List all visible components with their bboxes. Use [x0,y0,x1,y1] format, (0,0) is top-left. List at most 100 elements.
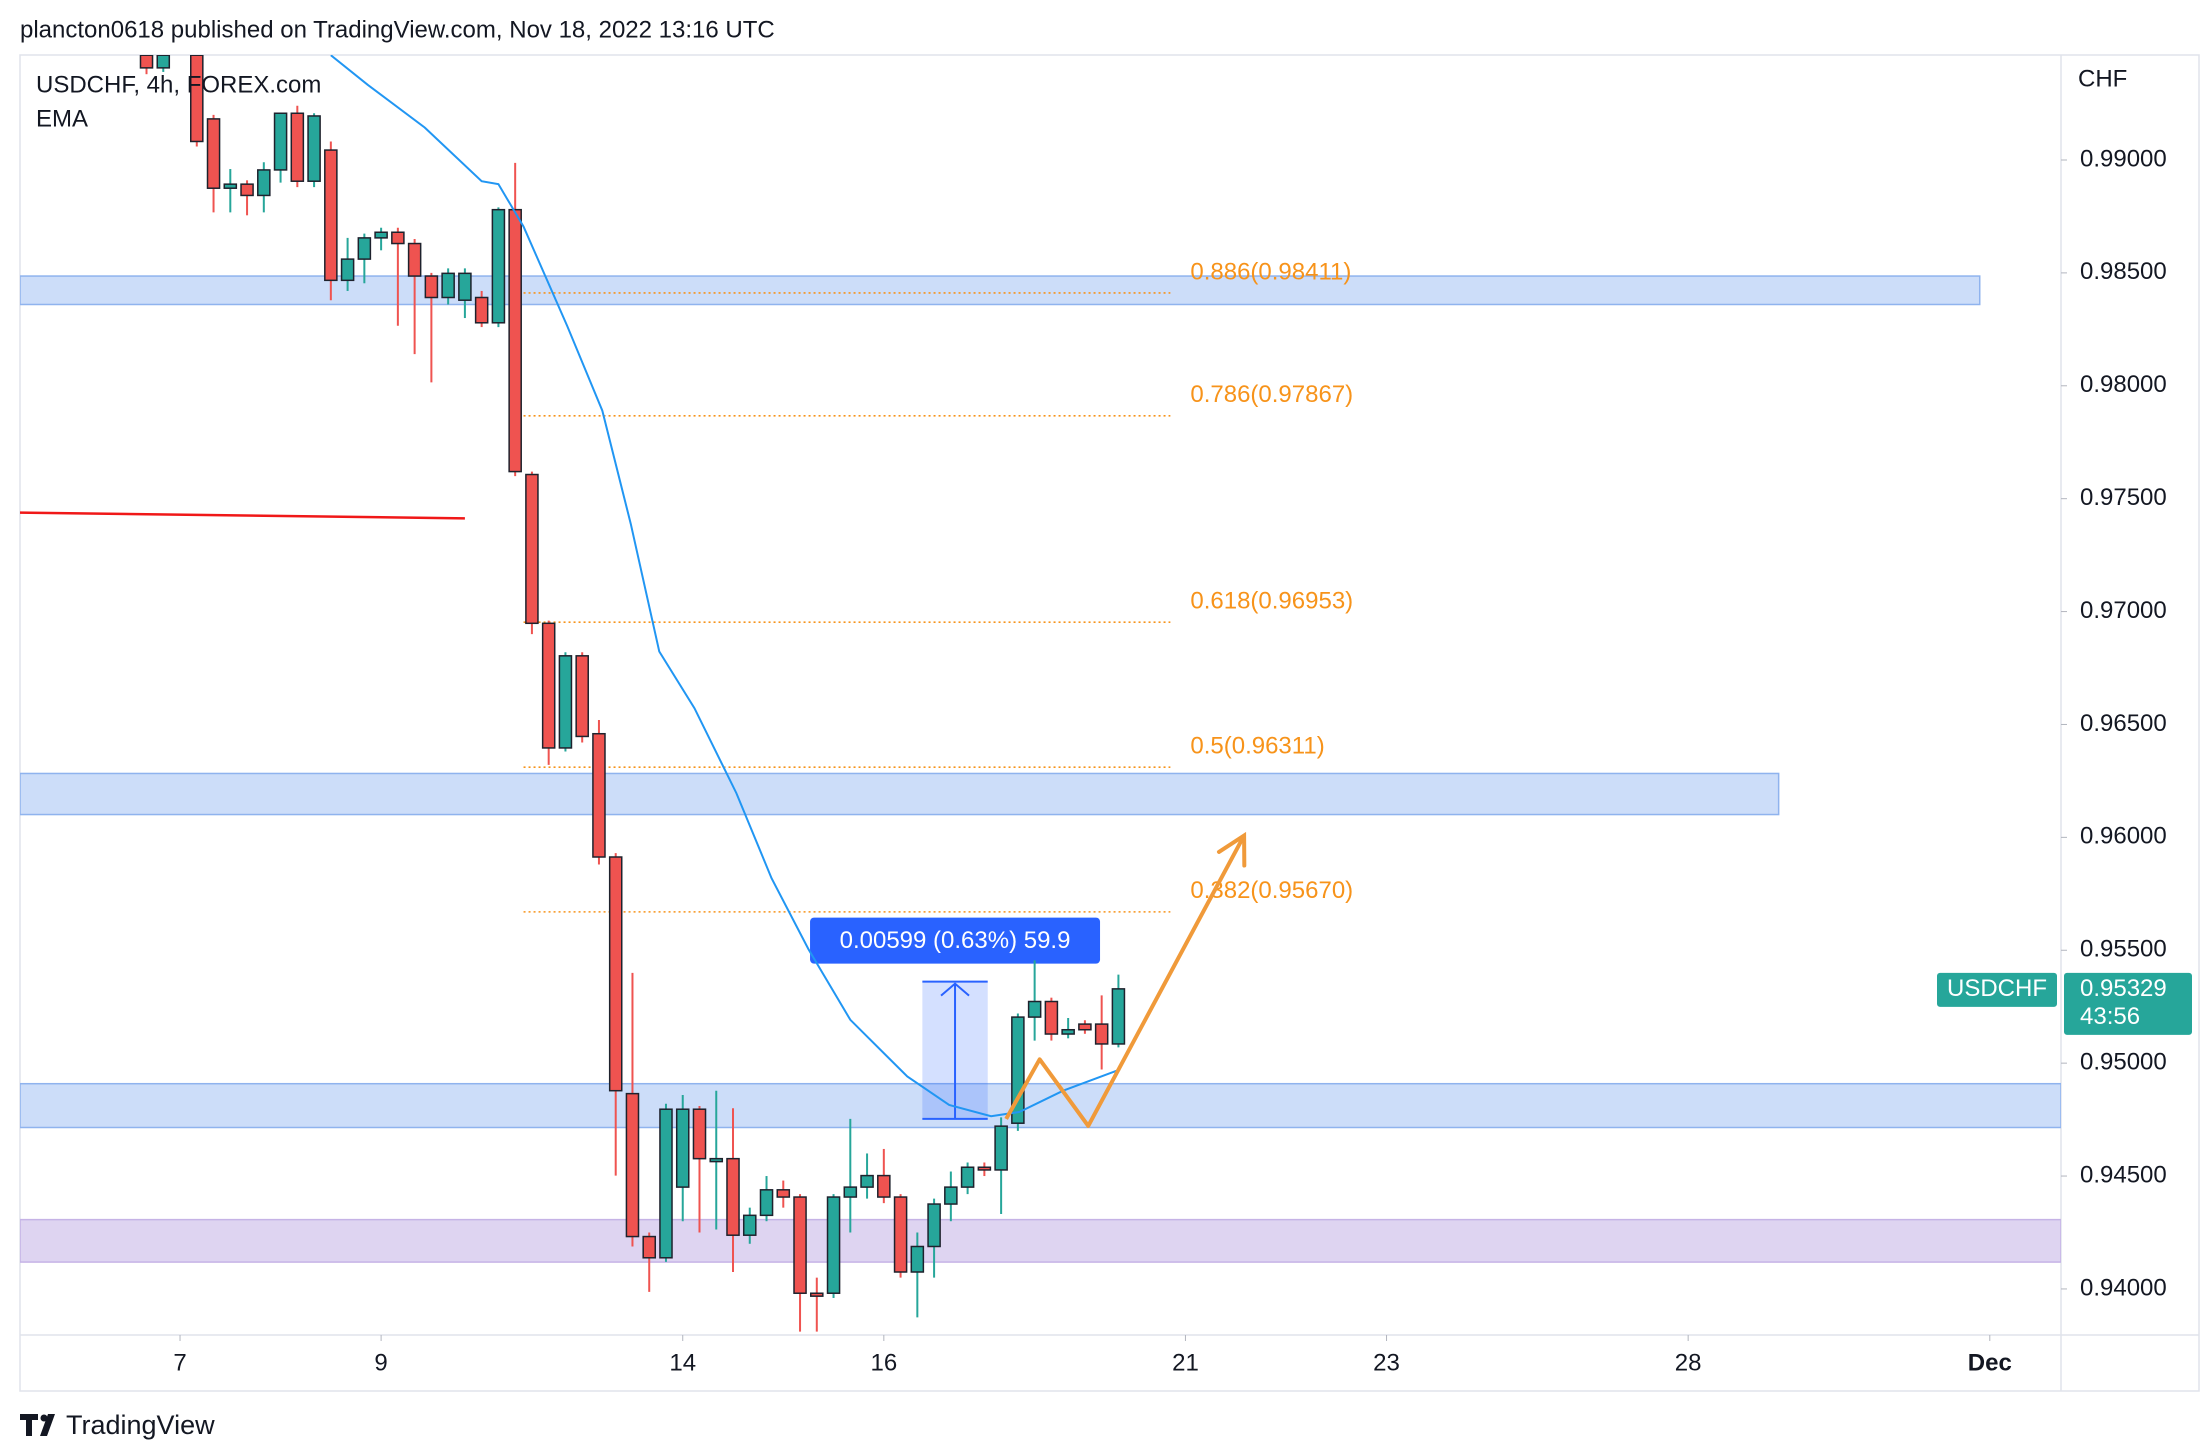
candle-body [290,112,305,182]
y-tick-label: 0.94000 [2080,1274,2167,1301]
x-tick-label: 23 [1373,1349,1400,1376]
candle-body [960,1166,975,1188]
candle-body [843,1186,858,1198]
candle-body [675,1108,690,1188]
logo-dot [40,1414,48,1422]
candle-body [608,856,623,1092]
candle-body [860,1174,874,1188]
candle-body [1027,1000,1042,1018]
y-tick-label: 0.96500 [2080,710,2167,737]
candle-body [575,655,589,738]
ema-legend: EMA [36,105,88,132]
zone [20,275,1981,306]
candle-body [424,275,439,299]
x-tick-label: 9 [374,1349,387,1376]
x-tick-label: 14 [669,1349,696,1376]
candle-body [240,183,254,197]
candle-body [692,1108,707,1160]
candle-body [324,149,338,282]
candle-body [709,1157,724,1163]
candle-body [592,732,606,858]
candle-body [307,115,321,182]
candle-body [642,1235,657,1259]
candle-body [458,272,472,301]
candle-body [491,208,506,324]
y-tick-label: 0.98000 [2080,371,2167,398]
x-tick-label: 16 [870,1349,897,1376]
y-tick-label: 0.95500 [2080,936,2167,963]
candle-body [206,118,221,189]
fib-label: 0.786(0.97867) [1190,381,1353,408]
candle-body [407,242,422,277]
fib-label: 0.886(0.98411) [1190,258,1351,285]
candle-body [374,231,388,239]
fib-label: 0.618(0.96953) [1190,588,1353,615]
candle-body [659,1108,673,1259]
measure-label: 0.00599 (0.63%) 59.9 [840,927,1071,954]
zone [20,1218,2061,1263]
candle-body [474,296,489,324]
candle-body [726,1157,740,1236]
zone [20,772,1780,816]
candle-body [944,1186,958,1205]
candle-body [257,169,271,197]
candle-body [273,112,288,171]
measure-label-box [810,917,1101,964]
candle-body [190,55,204,143]
x-tick-label: 7 [173,1349,186,1376]
candle-body [927,1203,941,1248]
candle-body [525,473,539,625]
footer-brand: TradingView [66,1410,215,1440]
y-tick-label: 0.98500 [2080,258,2167,285]
y-tick-label: 0.94500 [2080,1161,2167,1188]
chart-frame [19,54,2200,1392]
candle-body [994,1125,1008,1171]
candle-body [1061,1028,1075,1035]
red-line [20,511,465,520]
tradingview-logo [20,1414,55,1436]
x-tick-label: 28 [1675,1349,1702,1376]
header-title: plancton0618 published on TradingView.co… [20,16,775,43]
candle-body [508,208,522,473]
candle-body [826,1196,841,1294]
candle-body [223,183,238,189]
currency-label: CHF [2078,65,2127,92]
candle-body [910,1245,925,1273]
y-tick-label: 0.97000 [2080,597,2167,624]
candle-body [977,1166,992,1171]
logo-mark [20,1414,55,1436]
symbol-legend: USDCHF, 4h, FOREX.com [36,71,321,98]
y-tick-label: 0.99000 [2080,145,2167,172]
candle-body [558,655,573,749]
candle-body [1111,988,1126,1045]
candle-body [1094,1023,1109,1045]
measure-arrow [940,982,970,1119]
candle-body [793,1196,807,1294]
candle-body [441,272,455,299]
candle-body [391,231,405,245]
projection-arrowhead [1216,831,1247,868]
zone [20,1082,2061,1129]
countdown-tag: 43:56 [2080,1003,2140,1030]
y-tick-label: 0.96000 [2080,823,2167,850]
candle-body [877,1174,891,1198]
projection-path [1004,834,1246,1128]
candle-body [139,55,154,69]
candle-body [810,1292,824,1297]
candle-body [1078,1023,1092,1031]
ema-line [330,55,1121,1118]
plot-area: 0.886(0.98411) 0.786(0.97867) 0.618(0.9695… [20,55,2061,1332]
candle-body [357,237,372,260]
y-tick-label: 0.95000 [2080,1048,2167,1075]
candle-body [759,1189,774,1217]
candle-body [742,1214,757,1236]
axes: 0.94000 0.94500 0.95000 0.95500 0.96000 0.965… [173,145,2192,1376]
candle-body [625,1092,640,1238]
candle-body [156,55,171,69]
candle-body [893,1196,908,1273]
symbol-tag: USDCHF [1947,975,2047,1002]
candle-body [776,1189,791,1198]
x-tick-label: 21 [1172,1349,1199,1376]
candle-body [340,258,355,282]
